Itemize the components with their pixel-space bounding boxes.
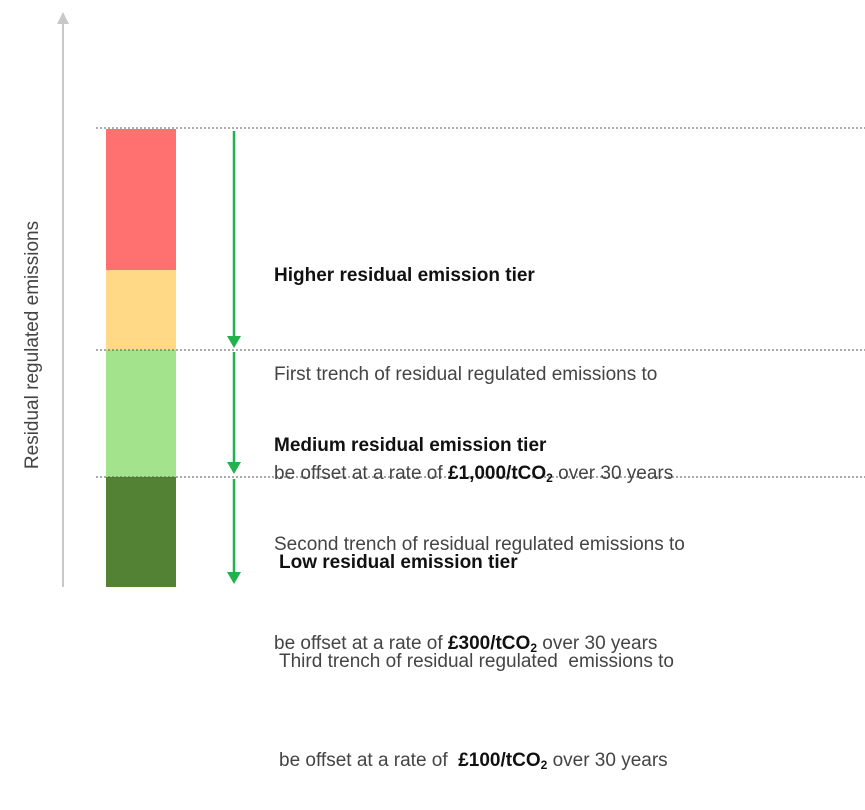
tier-title: Low residual emission tier — [279, 552, 518, 573]
text: over 30 years — [558, 463, 674, 484]
diagram: Residual regulated emissions Higher resi… — [22, 12, 865, 771]
tier-line: First trench of residual regulated emiss… — [274, 364, 658, 385]
tier: Higher residual emission tier First tren… — [274, 193, 673, 523]
yellow-block — [106, 270, 176, 350]
text: over 30 years — [552, 750, 668, 771]
text: be offset at a rate of — [279, 750, 453, 771]
dark-green-block — [106, 477, 176, 587]
graphics — [57, 12, 865, 587]
tier-line: be offset at a rate of £100/tCO2 over 30… — [279, 744, 674, 777]
arrow-head — [227, 462, 241, 474]
tier-line: Third trench of residual regulated emiss… — [279, 651, 674, 672]
tier: Low residual emission tier Third trench … — [279, 480, 674, 810]
tier-title: Medium residual emission tier — [274, 435, 547, 456]
arrow-head — [227, 336, 241, 348]
text: be offset at a rate of — [274, 463, 443, 484]
subscript: 2 — [546, 471, 553, 485]
arrow-head — [227, 572, 241, 584]
axis-arrow — [57, 12, 69, 24]
tier-line: be offset at a rate of £1,000/tCO2 over … — [274, 457, 673, 490]
red-block — [106, 129, 176, 270]
tier-line: Second trench of residual regulated emis… — [274, 534, 685, 555]
light-green-block — [106, 350, 176, 477]
rate: £1,000/tCO2 — [448, 463, 553, 484]
rate: £100/tCO2 — [458, 750, 547, 771]
subscript: 2 — [540, 758, 548, 772]
tier-title: Higher residual emission tier — [274, 265, 535, 286]
rate-text: £100/tCO — [458, 750, 541, 771]
rate-text: £1,000/tCO — [447, 463, 547, 484]
axis-label: Residual regulated emissions — [22, 220, 43, 470]
